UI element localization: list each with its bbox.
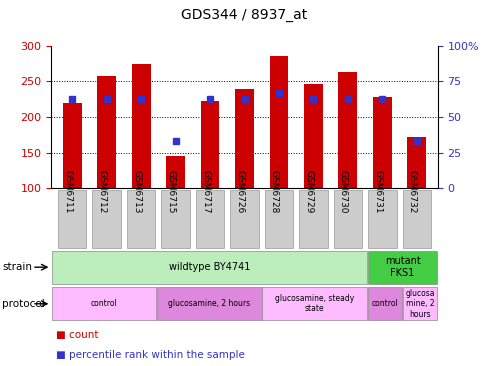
FancyBboxPatch shape (367, 251, 436, 284)
Text: GSM6713: GSM6713 (132, 170, 141, 213)
FancyBboxPatch shape (157, 287, 261, 320)
FancyBboxPatch shape (402, 287, 436, 320)
FancyBboxPatch shape (196, 190, 224, 248)
FancyBboxPatch shape (299, 190, 327, 248)
Text: protocol: protocol (2, 299, 45, 309)
Text: glucosamine, steady
state: glucosamine, steady state (275, 294, 354, 314)
Text: GDS344 / 8937_at: GDS344 / 8937_at (181, 8, 307, 22)
Text: GSM6729: GSM6729 (304, 170, 313, 213)
FancyBboxPatch shape (264, 190, 292, 248)
Bar (304, 83, 322, 188)
Text: ■ count: ■ count (56, 330, 99, 340)
Bar (372, 97, 391, 188)
Bar (131, 64, 150, 188)
Text: glucosa
mine, 2
hours: glucosa mine, 2 hours (405, 289, 434, 319)
FancyBboxPatch shape (126, 190, 155, 248)
Text: GSM6731: GSM6731 (373, 170, 382, 213)
Text: GSM6715: GSM6715 (166, 170, 175, 213)
Text: control: control (371, 299, 398, 308)
Text: strain: strain (2, 262, 32, 272)
FancyBboxPatch shape (161, 190, 189, 248)
Text: GSM6712: GSM6712 (97, 170, 106, 213)
Text: mutant
FKS1: mutant FKS1 (384, 256, 420, 278)
Text: ■ percentile rank within the sample: ■ percentile rank within the sample (56, 350, 244, 360)
Bar (235, 89, 253, 188)
Text: control: control (90, 299, 117, 308)
Text: GSM6717: GSM6717 (201, 170, 209, 213)
FancyBboxPatch shape (402, 190, 430, 248)
Bar (97, 76, 116, 188)
Bar (62, 103, 81, 188)
Bar (269, 56, 288, 188)
Text: GSM6728: GSM6728 (269, 170, 279, 213)
Bar (338, 72, 357, 188)
FancyBboxPatch shape (58, 190, 86, 248)
Text: GSM6711: GSM6711 (63, 170, 72, 213)
Bar (407, 137, 426, 188)
FancyBboxPatch shape (52, 287, 156, 320)
Bar (200, 101, 219, 188)
FancyBboxPatch shape (333, 190, 362, 248)
FancyBboxPatch shape (367, 287, 401, 320)
FancyBboxPatch shape (92, 190, 121, 248)
FancyBboxPatch shape (367, 190, 396, 248)
Text: glucosamine, 2 hours: glucosamine, 2 hours (168, 299, 250, 308)
Text: GSM6730: GSM6730 (338, 170, 347, 213)
Bar (166, 156, 184, 188)
Text: GSM6732: GSM6732 (407, 170, 416, 213)
FancyBboxPatch shape (52, 251, 366, 284)
Text: wildtype BY4741: wildtype BY4741 (168, 262, 249, 272)
Text: GSM6726: GSM6726 (235, 170, 244, 213)
FancyBboxPatch shape (262, 287, 366, 320)
FancyBboxPatch shape (230, 190, 258, 248)
